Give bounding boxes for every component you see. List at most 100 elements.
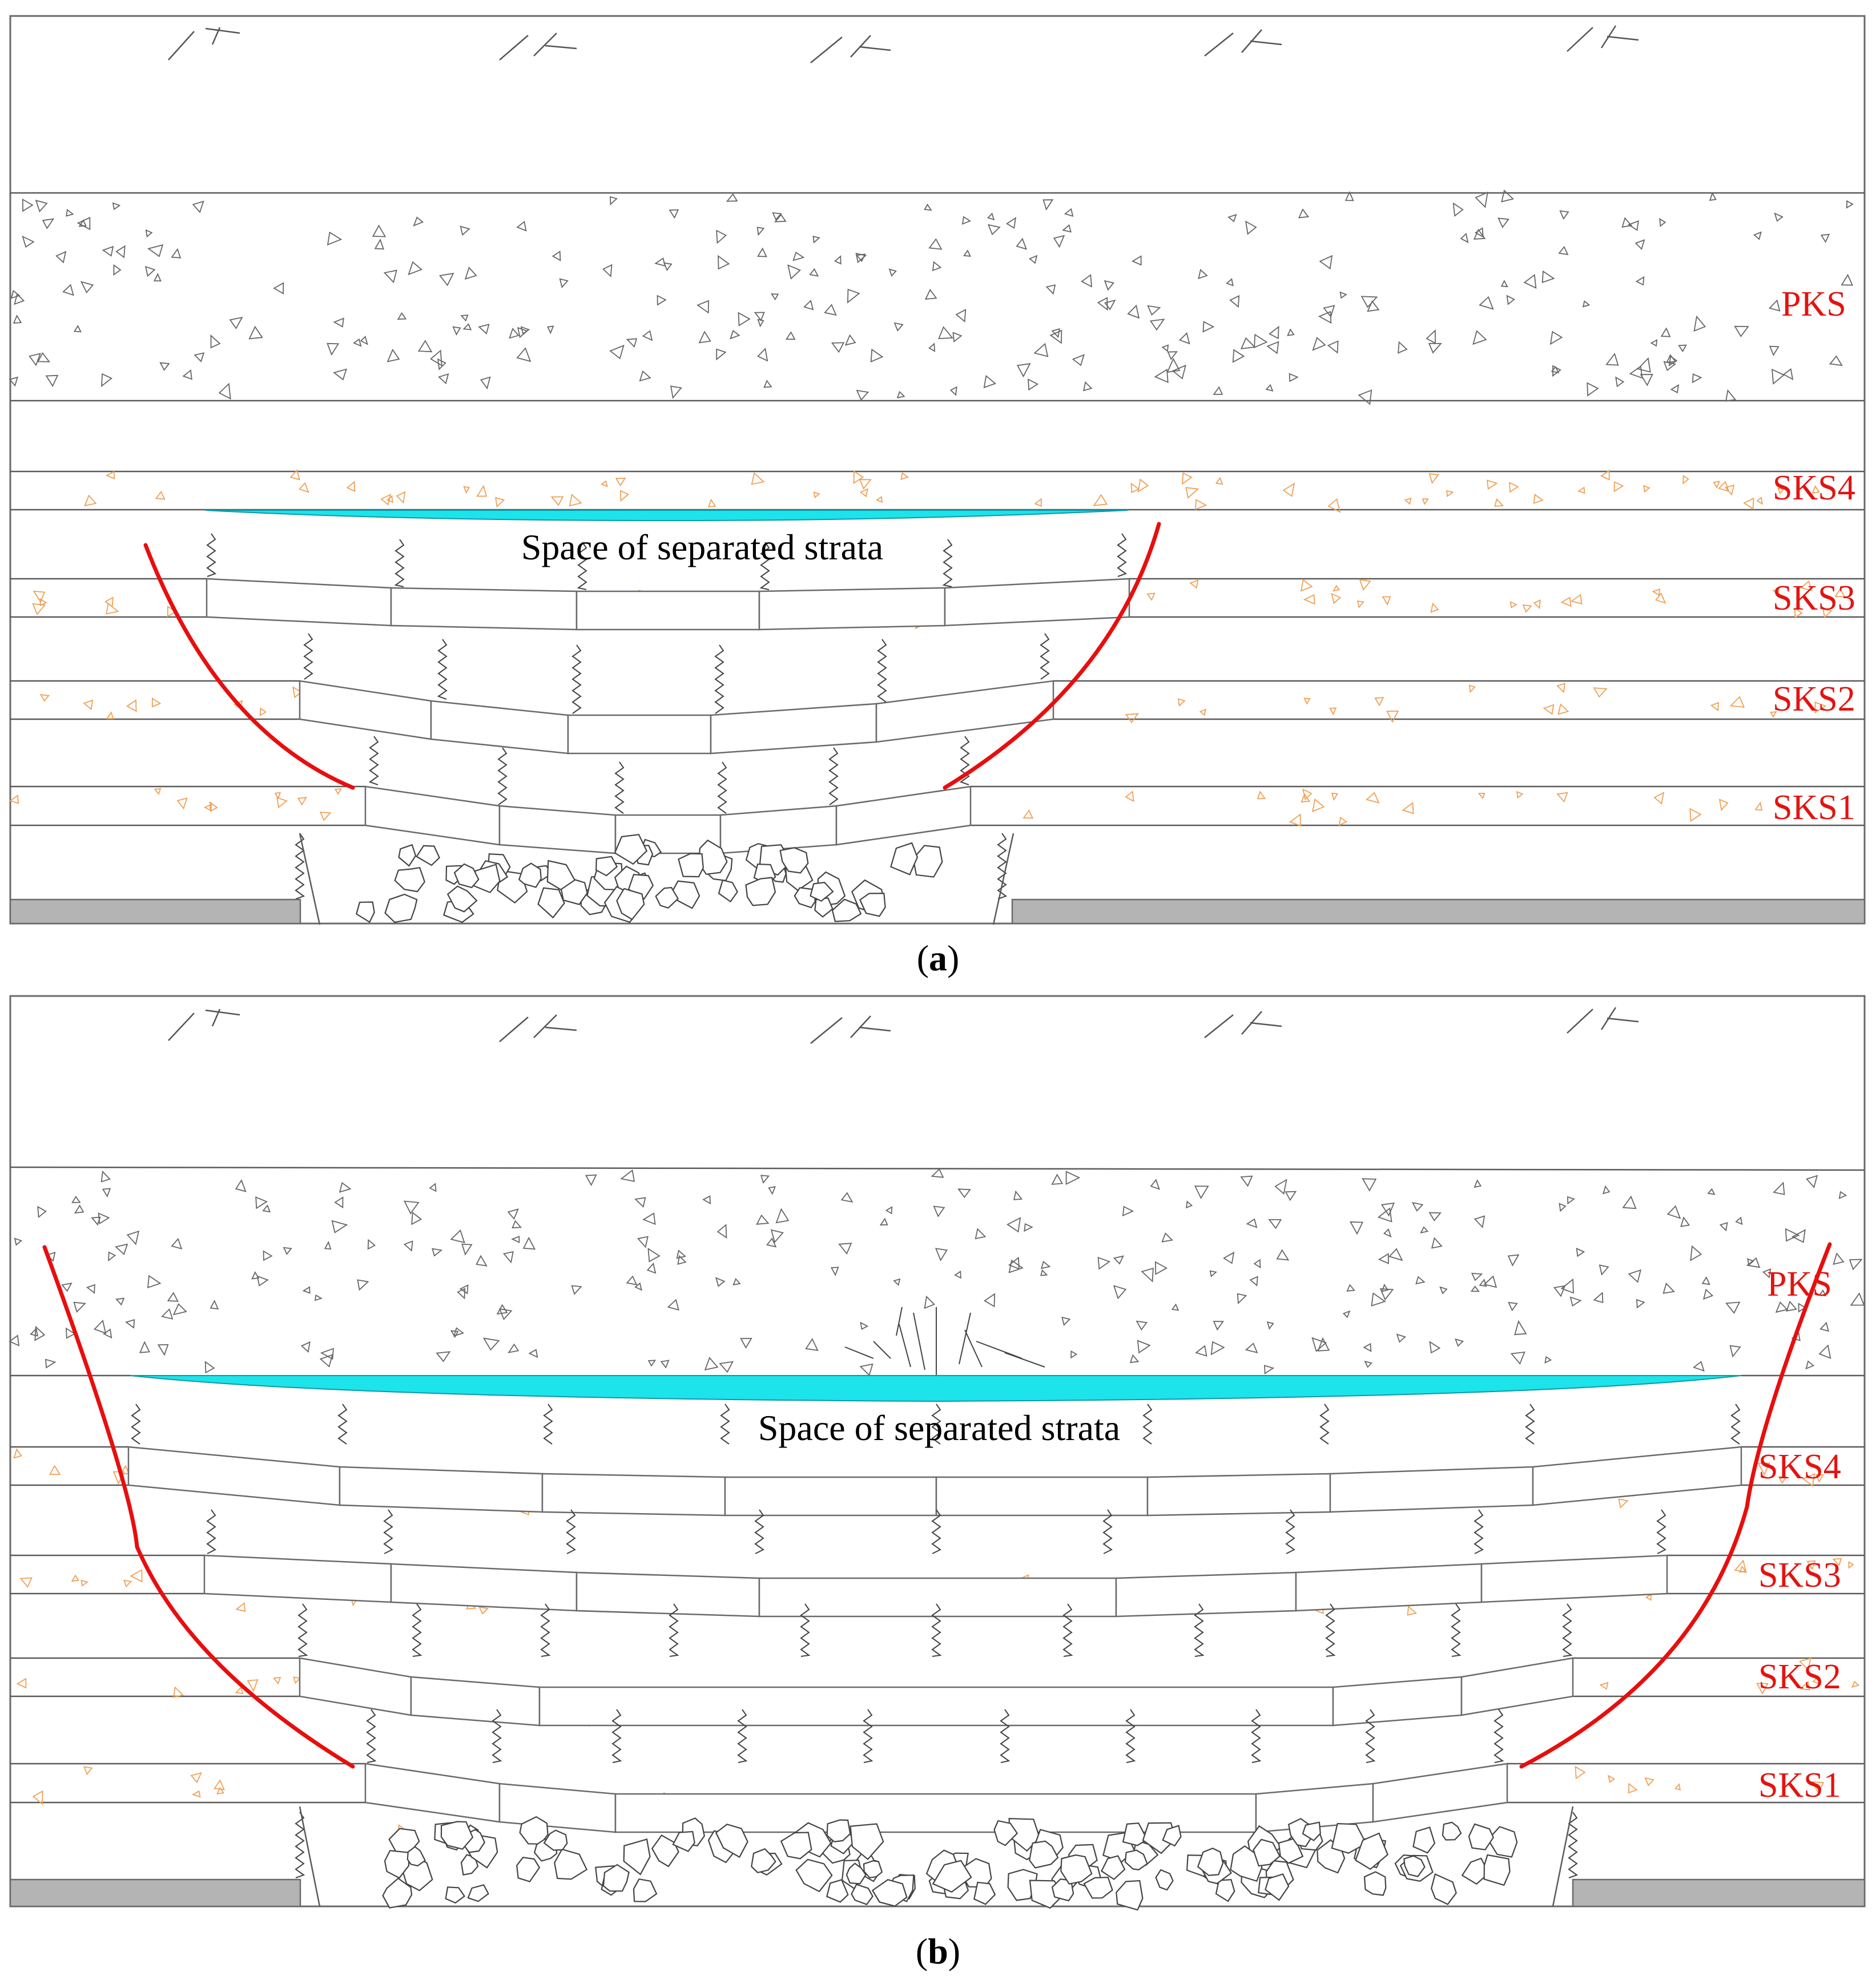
aggregate-mark: [952, 332, 963, 343]
aggregate-mark: [262, 1204, 271, 1213]
aggregate-mark: [1072, 354, 1085, 366]
aggregate-mark: [16, 1677, 27, 1689]
aggregate-mark: [893, 1278, 901, 1287]
caved-rock: [1116, 1880, 1144, 1911]
caved-rock: [602, 1864, 630, 1892]
aggregate-mark: [66, 208, 74, 217]
aggregate-mark: [1131, 255, 1142, 266]
aggregate-mark: [108, 1251, 116, 1262]
aggregate-mark: [1371, 1292, 1386, 1306]
aggregate-mark: [601, 480, 608, 487]
aggregate-mark: [571, 1285, 582, 1295]
caved-zone-edges: [299, 833, 1015, 925]
aggregate-mark: [924, 288, 937, 300]
aggregate-mark: [1195, 499, 1207, 510]
aggregate-mark: [1659, 217, 1666, 227]
aggregate-mark: [1129, 1354, 1140, 1364]
aggregate-mark: [1600, 469, 1610, 481]
aggregate-mark: [1838, 1191, 1847, 1199]
aggregate-mark: [1319, 255, 1333, 270]
aggregate-mark: [1599, 1681, 1609, 1690]
aggregate-mark: [1276, 1249, 1290, 1261]
aggregate-mark: [1628, 1783, 1638, 1794]
aggregate-mark: [172, 1303, 187, 1316]
aggregate-mark: [1829, 355, 1843, 366]
aggregate-mark: [1701, 1276, 1710, 1285]
aggregate-mark: [251, 1271, 260, 1280]
aggregate-mark: [360, 335, 368, 345]
aggregate-mark: [928, 342, 936, 352]
aggregate-mark: [1303, 594, 1315, 605]
pks-crack-marks: [844, 1306, 1045, 1376]
aggregate-mark: [1474, 1179, 1482, 1188]
aggregate-mark: [248, 325, 263, 340]
aggregate-mark: [73, 1301, 86, 1313]
caved-rock: [780, 1832, 812, 1860]
aggregate-mark: [210, 1300, 219, 1310]
caved-rock: [751, 1848, 776, 1874]
fracture-mark: [295, 833, 305, 900]
fracture-mark: [611, 1709, 622, 1763]
aggregate-mark: [1729, 696, 1745, 708]
aggregate-mark: [809, 268, 819, 277]
aggregate-mark: [1558, 245, 1569, 255]
aggregate-mark: [1051, 1174, 1064, 1185]
sks1-broken-blocks: [364, 785, 972, 854]
aggregate-mark: [62, 284, 74, 296]
fracture-mark: [1525, 1404, 1535, 1445]
aggregate-mark: [476, 1255, 488, 1267]
aggregate-mark: [834, 255, 842, 265]
aggregate-mark: [954, 1270, 961, 1279]
aggregate-mark: [139, 1341, 150, 1353]
aggregate-mark: [126, 699, 137, 712]
aggregate-mark: [756, 1214, 770, 1225]
aggregate-mark: [453, 1327, 465, 1337]
aggregate-mark: [757, 247, 767, 257]
aggregate-mark: [45, 1358, 57, 1369]
aggregate-mark: [1229, 295, 1240, 308]
aggregate-mark: [1317, 1337, 1330, 1352]
caved-rock: [1461, 1857, 1490, 1885]
aggregate-mark: [830, 1267, 839, 1276]
caved-rock: [382, 1877, 413, 1909]
coal-pillar-left: [9, 898, 301, 925]
aggregate-mark: [924, 203, 932, 211]
fracture-mark: [717, 761, 727, 814]
aggregate-mark: [1254, 333, 1268, 349]
aggregate-mark: [1734, 1559, 1747, 1574]
aggregate-mark: [1479, 1279, 1487, 1287]
aggregate-mark: [1559, 1203, 1567, 1212]
aggregate-mark: [642, 1212, 656, 1225]
aggregate-mark: [106, 711, 114, 719]
caved-rock: [453, 863, 480, 889]
sks3-broken-blocks: [206, 578, 1130, 631]
fracture-mark: [1000, 1709, 1011, 1763]
pks-aggregate-marks: [9, 189, 1854, 405]
aggregate-mark: [413, 216, 424, 227]
aggregate-mark: [1551, 366, 1560, 374]
aggregate-mark: [1097, 1256, 1111, 1270]
aggregate-mark: [1033, 342, 1049, 357]
aggregate-mark: [1298, 208, 1310, 219]
aggregate-mark: [1198, 269, 1208, 280]
aggregate-mark: [585, 1174, 597, 1187]
aggregate-mark: [438, 373, 449, 385]
aggregate-mark: [1356, 600, 1364, 608]
aggregate-mark: [1833, 1252, 1845, 1265]
label-pks: PKS: [1767, 1265, 1832, 1304]
aggregate-mark: [115, 1243, 128, 1256]
caved-rock: [715, 1823, 748, 1858]
aggregate-mark: [86, 1284, 95, 1294]
aggregate-mark: [1587, 382, 1599, 397]
aggregate-mark: [1729, 1345, 1741, 1358]
aggregate-mark: [1024, 1223, 1033, 1232]
aggregate-mark: [259, 707, 267, 717]
fracture-mark: [720, 1404, 730, 1445]
aggregate-mark: [785, 331, 796, 340]
aggregate-mark: [1486, 479, 1498, 490]
aggregate-mark: [860, 1321, 869, 1330]
aggregate-mark: [1719, 1222, 1728, 1232]
aggregate-mark: [1475, 227, 1484, 238]
aggregate-mark: [876, 496, 883, 503]
sks2-broken-blocks: [299, 1657, 1574, 1727]
